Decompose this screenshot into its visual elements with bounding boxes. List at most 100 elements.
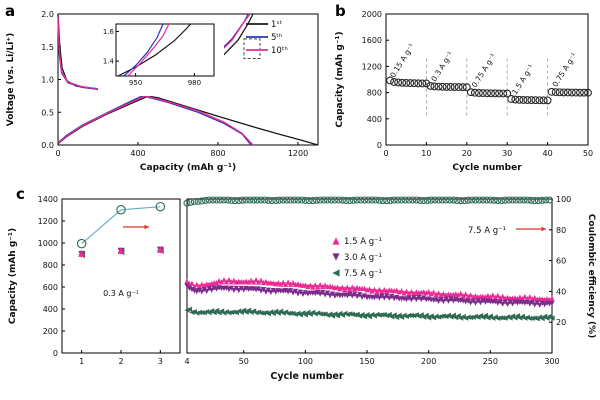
capacity-marker	[334, 313, 341, 319]
capacity-marker	[315, 289, 321, 296]
capacity-marker	[204, 288, 210, 294]
capacity-marker	[320, 283, 326, 290]
inset-x-tick-label: 950	[129, 79, 142, 87]
efficiency-marker	[213, 196, 221, 204]
capacity-point	[515, 95, 524, 104]
capacity-marker	[201, 287, 207, 293]
capacity-marker	[487, 294, 493, 300]
rate-label: 1.5 A g⁻¹	[510, 63, 535, 96]
capacity-marker	[243, 309, 249, 315]
capacity-marker	[241, 287, 247, 293]
capacity-marker	[423, 312, 429, 318]
capacity-marker	[426, 289, 432, 295]
left-y-axis-label: Capacity (mAh g⁻¹)	[8, 228, 18, 324]
efficiency-marker	[420, 196, 428, 205]
x-tick-label: 400	[130, 149, 145, 158]
chart-a-voltage-vs-capacity: 0 400 800 1200 0.0 0.5 1.0 1.5 2.0 Capacity (mAh …	[6, 10, 319, 173]
efficiency-marker	[220, 196, 228, 204]
capacity-marker	[438, 297, 444, 303]
inset-highlight-box	[243, 38, 261, 60]
efficiency-marker	[449, 196, 457, 204]
panel-a-label: a	[5, 2, 16, 20]
capacity-marker	[505, 301, 511, 308]
efficiency-marker	[349, 196, 358, 204]
inset-x-tick-label: 980	[188, 79, 201, 87]
y-tick-label: 0.0	[41, 141, 54, 150]
efficiency-marker	[261, 196, 269, 204]
efficiency-marker	[405, 196, 413, 204]
capacity-marker	[398, 288, 405, 294]
capacity-point	[527, 96, 536, 105]
capacity-marker	[322, 292, 328, 298]
right-y-tick-label: 100	[556, 195, 571, 204]
efficiency-marker	[290, 196, 298, 204]
capacity-marker	[371, 286, 378, 292]
capacity-marker	[206, 286, 212, 292]
capacity-point	[551, 88, 560, 97]
right-y-tick-label: 60	[556, 257, 566, 266]
capacity-marker	[507, 315, 513, 321]
capacity-marker	[236, 288, 242, 294]
capacity-marker	[238, 285, 244, 292]
capacity-point	[580, 88, 588, 97]
capacity-marker	[317, 282, 323, 288]
capacity-marker	[472, 300, 479, 306]
capacity-marker	[384, 293, 390, 299]
capacity-marker	[458, 290, 464, 297]
capacity-marker	[435, 298, 442, 304]
capacity-marker	[500, 315, 506, 321]
capacity-marker	[549, 315, 555, 321]
capacity-marker-pink	[117, 247, 125, 254]
efficiency-marker	[305, 197, 313, 205]
capacity-marker	[477, 300, 484, 306]
efficiency-marker	[264, 196, 272, 204]
capacity-marker	[278, 281, 284, 287]
capacity-marker	[273, 308, 279, 314]
capacity-marker	[549, 300, 555, 307]
capacity-marker	[403, 288, 410, 294]
efficiency-marker	[453, 196, 461, 205]
left-subplot-frame	[61, 198, 181, 354]
capacity-marker	[490, 292, 496, 298]
right-y-axis-label: Coulombic efficiency (%)	[586, 214, 596, 339]
capacity-marker	[386, 312, 392, 318]
arrow-head	[541, 226, 546, 232]
capacity-marker	[465, 314, 471, 320]
left-y-tick-label: 600	[43, 283, 58, 292]
y-axis-label: Voltage (vs. Li/Li⁺)	[6, 33, 16, 126]
capacity-marker	[539, 316, 545, 322]
capacity-point	[410, 79, 419, 88]
x-tick-label: 30	[502, 149, 512, 158]
efficiency-marker	[494, 196, 502, 205]
efficiency-point	[155, 201, 166, 212]
x-axis-label: Capacity (mAh g⁻¹)	[140, 163, 236, 173]
capacity-marker	[270, 287, 276, 294]
capacity-point	[483, 89, 491, 98]
efficiency-marker	[253, 196, 261, 204]
left-y-tick-label: 400	[43, 305, 58, 314]
x-tick-label: 4	[184, 357, 189, 366]
efficiency-marker	[364, 196, 372, 204]
efficiency-marker	[423, 196, 432, 204]
capacity-marker	[495, 292, 501, 298]
capacity-point	[446, 83, 455, 91]
rate-label: 0.15 A g⁻¹	[388, 42, 416, 79]
capacity-marker	[433, 297, 439, 303]
capacity-marker	[196, 309, 202, 315]
legend-label: 10ᵗʰ	[271, 46, 288, 56]
x-tick-label: 200	[421, 357, 436, 366]
efficiency-marker	[508, 196, 517, 204]
capacity-marker	[246, 307, 252, 313]
capacity-marker	[196, 287, 202, 294]
capacity-point	[584, 88, 592, 97]
capacity-marker	[495, 315, 501, 321]
capacity-marker	[413, 297, 419, 303]
capacity-marker	[359, 311, 365, 318]
capacity-marker	[366, 314, 373, 320]
capacity-point	[398, 78, 407, 87]
x-tick-label: 50	[583, 149, 593, 158]
efficiency-point	[116, 205, 126, 215]
left-y-tick-label: 200	[43, 327, 58, 336]
capacity-marker	[213, 307, 220, 314]
efficiency-marker	[527, 196, 535, 204]
